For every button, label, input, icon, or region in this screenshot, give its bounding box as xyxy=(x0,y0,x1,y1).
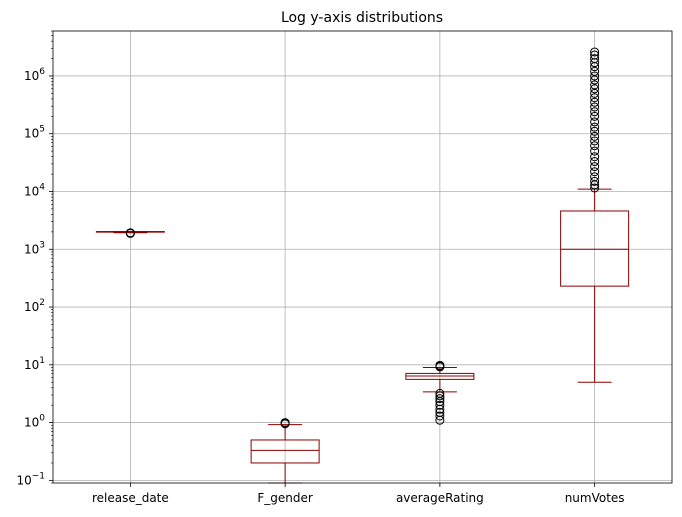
flier-point xyxy=(590,93,600,103)
flier-point xyxy=(590,102,600,112)
y-tick-label: 103 xyxy=(24,240,45,256)
y-tick-label: 102 xyxy=(24,298,45,314)
boxplot-release_date xyxy=(95,228,165,238)
y-tick-exponent: 2 xyxy=(39,298,45,308)
flier-point xyxy=(590,183,600,193)
flier-point xyxy=(590,167,600,177)
flier-point xyxy=(590,80,600,90)
y-tick-label: 104 xyxy=(24,182,45,198)
boxplots xyxy=(95,47,630,484)
flier-point xyxy=(435,360,445,370)
flier-point xyxy=(590,84,600,94)
y-tick-base: 10 xyxy=(16,473,31,487)
flier-point xyxy=(590,141,600,151)
y-tick-label: 101 xyxy=(24,356,45,372)
y-tick-base: 10 xyxy=(24,69,39,83)
flier-point xyxy=(590,152,600,162)
flier-point xyxy=(590,117,600,127)
y-tick-label: 105 xyxy=(24,125,45,141)
y-tick-base: 10 xyxy=(24,184,39,198)
x-tick-label: release_date xyxy=(92,491,169,505)
flier-point xyxy=(590,126,600,136)
flier-point xyxy=(590,107,600,117)
flier-point xyxy=(590,136,600,146)
y-tick-exponent: 0 xyxy=(39,414,45,424)
flier-point xyxy=(280,418,290,428)
flier-point xyxy=(435,400,445,410)
y-tick-label: 100 xyxy=(24,414,45,430)
chart-title: Log y-axis distributions xyxy=(281,10,443,26)
flier-point xyxy=(590,50,600,60)
flier-point xyxy=(590,97,600,107)
y-tick-base: 10 xyxy=(24,358,39,372)
flier-point xyxy=(590,176,600,186)
y-tick-label: 10−1 xyxy=(16,471,45,487)
flier-point xyxy=(590,146,600,156)
box-iqr xyxy=(560,210,630,287)
y-tick-base: 10 xyxy=(24,242,39,256)
flier-point xyxy=(590,66,600,76)
flier-point xyxy=(590,157,600,167)
x-tick-label: F_gender xyxy=(257,491,313,505)
y-tick-label: 106 xyxy=(24,67,45,83)
flier-point xyxy=(435,388,445,398)
flier-point xyxy=(590,162,600,172)
flier-point xyxy=(435,391,445,401)
flier-point xyxy=(590,54,600,64)
flier-point xyxy=(435,394,445,404)
flier-point xyxy=(590,131,600,141)
flier-point xyxy=(435,411,445,421)
flier-point xyxy=(590,75,600,85)
flier-point xyxy=(125,228,135,238)
flier-point xyxy=(590,122,600,132)
y-tick-exponent: −1 xyxy=(32,471,45,481)
y-tick-base: 10 xyxy=(24,300,39,314)
boxplot-numVotes xyxy=(560,47,630,383)
plot-area xyxy=(52,30,673,484)
y-tick-base: 10 xyxy=(24,127,39,141)
y-tick-exponent: 5 xyxy=(39,125,45,135)
flier-point xyxy=(435,407,445,417)
x-tick-label: numVotes xyxy=(565,491,625,505)
flier-point xyxy=(590,47,600,57)
x-tick-label: averageRating xyxy=(396,491,484,505)
y-tick-exponent: 3 xyxy=(39,240,45,250)
flier-point xyxy=(590,172,600,182)
grid-lines xyxy=(53,31,672,483)
y-tick-base: 10 xyxy=(24,416,39,430)
boxplot-averageRating xyxy=(405,360,475,425)
flier-point xyxy=(590,71,600,81)
y-tick-exponent: 4 xyxy=(39,182,45,192)
box-iqr xyxy=(250,439,320,464)
y-tick-exponent: 6 xyxy=(39,67,45,77)
y-tick-exponent: 1 xyxy=(39,356,45,366)
flier-point xyxy=(590,111,600,121)
